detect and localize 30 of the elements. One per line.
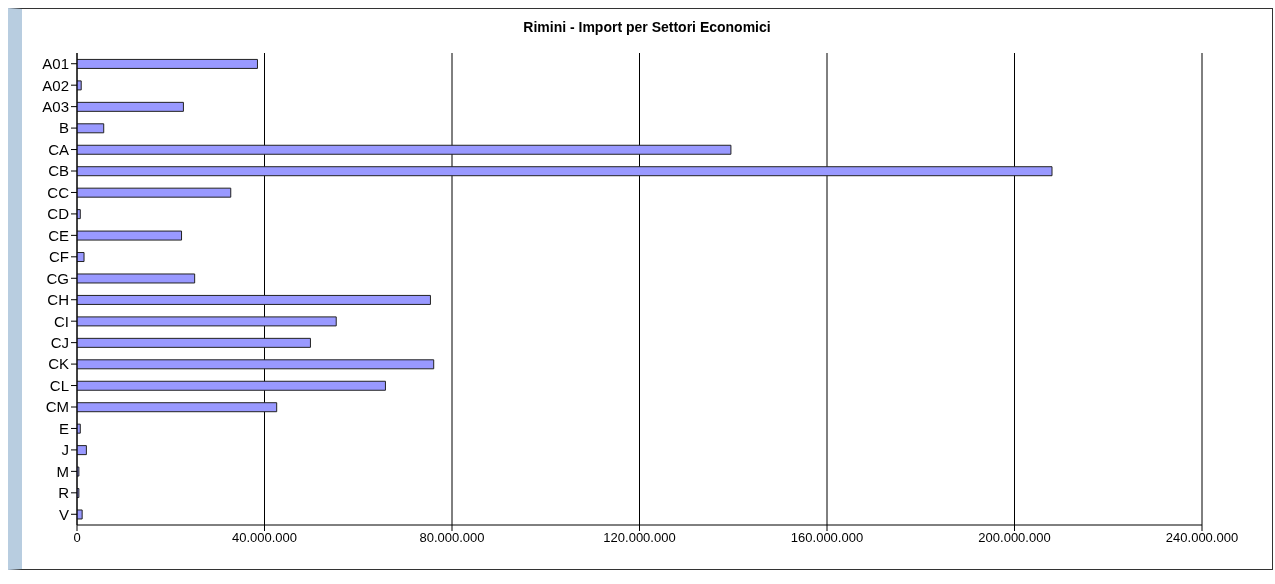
x-tick-label: 80.000.000 [419,530,485,546]
y-tick-label: CM [45,398,69,416]
y-tick-label: CG [46,269,69,287]
y-tick-label: CA [48,140,69,158]
y-tick-label: B [58,119,69,137]
y-tick-label: CI [54,312,69,330]
y-tick-label: CE [48,226,69,244]
y-tick-label: CH [47,291,69,309]
chart-title: Rimini - Import per Settori Economici [522,18,772,37]
x-tick-label: 240.000.000 [1165,530,1239,546]
y-tick-label: CB [48,162,69,180]
y-tick-label: J [61,441,69,459]
x-tick-label: 0 [73,530,81,546]
y-tick-label: A03 [42,97,69,115]
y-tick-label: CK [48,355,69,373]
y-tick-label: A01 [42,55,69,73]
y-tick-label: M [56,462,69,480]
x-tick-label: 160.000.000 [790,530,864,546]
y-tick-label: CC [47,183,70,201]
y-tick-label: CL [49,376,69,394]
x-tick-label: 40.000.000 [231,530,298,546]
y-tick-label: CD [47,205,70,223]
y-tick-label: A02 [42,76,69,94]
x-tick-label: 200.000.000 [978,530,1051,546]
y-tick-label: E [58,419,69,437]
y-tick-label: V [58,505,69,523]
y-tick-label: CF [49,248,69,266]
y-tick-label: CJ [50,333,69,351]
y-tick-label: R [58,484,70,502]
x-tick-label: 120.000.000 [603,530,676,546]
